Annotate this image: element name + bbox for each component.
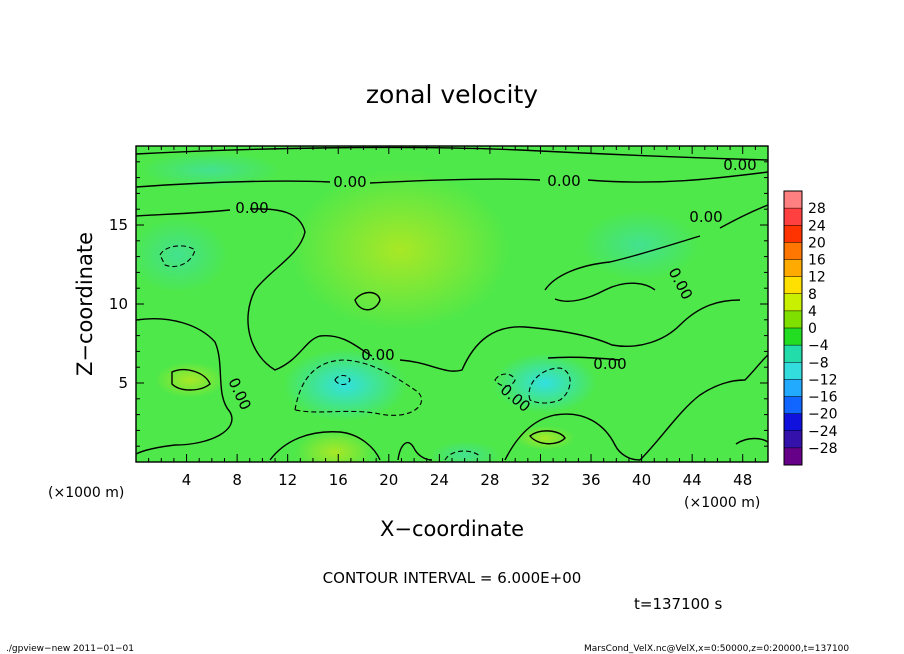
colorbar-label: −12: [808, 372, 838, 388]
contour-line: [504, 413, 641, 461]
x-tick-label: 8: [232, 471, 242, 489]
colorbar-label: −20: [808, 407, 838, 423]
x-tick-label: 24: [430, 471, 449, 489]
contour-line: [136, 146, 768, 161]
colorbar-cell: [784, 362, 802, 380]
contour-line: [136, 171, 768, 188]
colorbar-label: 0: [808, 321, 817, 337]
dashed-contour-line: [528, 367, 571, 404]
contour-line: [544, 204, 768, 291]
colorbar-cell: [784, 225, 802, 243]
contour-interval-note: CONTOUR INTERVAL = 6.000E+00: [323, 569, 582, 587]
negative-anomaly: [493, 353, 597, 413]
contour-label: 0.00: [235, 199, 268, 217]
contour-line: [397, 441, 433, 461]
x-tick-label: 12: [278, 471, 297, 489]
x-unit-left: (×1000 m): [48, 485, 124, 501]
chart-title: zonal velocity: [366, 80, 538, 109]
colorbar-cell: [784, 276, 802, 295]
colorbar-cell: [784, 396, 802, 414]
contour-line: [136, 208, 373, 371]
colorbar-label: −16: [808, 390, 838, 406]
colorbar-label: 4: [808, 304, 817, 320]
x-tick-label: 20: [379, 471, 398, 489]
colorbar-label: 20: [808, 235, 826, 251]
y-axis: 5 10 15: [109, 161, 768, 447]
contour-label: 0.00: [333, 173, 366, 191]
plot-area: 0.00 0.00 0.00 0.00 0.00 0.00 0.00 0.00 …: [136, 146, 768, 462]
dashed-contour-line: [294, 359, 423, 416]
contour-label: 0.00: [361, 346, 394, 364]
colorbar-cell: [784, 413, 802, 432]
negative-anomaly: [140, 152, 280, 188]
positive-anomaly: [155, 362, 225, 398]
x-tick-label: 36: [581, 471, 600, 489]
contour-label: 0.00: [689, 208, 722, 226]
dashed-contour-line: [334, 374, 351, 386]
footer-right: MarsCond_VelX.nc@VelX,x=0:50000,z=0:2000…: [584, 644, 849, 654]
colorbar-label: −24: [808, 424, 838, 440]
contour-label: 0.00: [723, 156, 756, 174]
time-label: t=137100 s: [634, 595, 722, 613]
colorbar-cell: [784, 447, 802, 466]
colorbar-label: −28: [808, 441, 838, 457]
x-tick-label: 4: [182, 471, 192, 489]
positive-anomaly: [290, 170, 510, 330]
positive-anomaly: [295, 430, 375, 462]
contour-line: [171, 368, 211, 391]
negative-anomaly: [136, 217, 228, 293]
negative-anomaly: [283, 349, 407, 421]
contour-line: [639, 354, 768, 461]
x-tick-label: 44: [683, 471, 702, 489]
colorbar-label: −8: [808, 355, 829, 371]
x-axis-label: X−coordinate: [380, 517, 524, 541]
y-axis-label: Z−coordinate: [73, 232, 97, 376]
contour-line: [547, 356, 621, 361]
colorbar-label: 16: [808, 253, 826, 269]
dashed-contour-line: [159, 245, 196, 268]
colorbar-cell: [784, 430, 802, 449]
x-tick-label: 28: [480, 471, 499, 489]
dashed-contour-line: [444, 450, 481, 461]
colorbar-label: 12: [808, 270, 826, 286]
colorbar-cell: [784, 259, 802, 277]
y-tick-label: 15: [109, 216, 128, 234]
contour-line: [529, 430, 566, 445]
colorbar-label: 24: [808, 218, 826, 234]
footer-left: ./gpview−new 2011−01−01: [6, 644, 134, 654]
contour-line: [735, 437, 768, 445]
x-tick-label: 32: [531, 471, 550, 489]
colorbar-label: 28: [808, 201, 826, 217]
x-tick-label: 16: [329, 471, 348, 489]
positive-anomaly: [515, 426, 575, 450]
contour-label: 0.00: [593, 355, 626, 373]
contour-line: [136, 318, 233, 455]
colorbar-cell: [784, 208, 802, 226]
dashed-contour-line: [494, 373, 516, 387]
x-tick-label: 40: [632, 471, 651, 489]
colorbar-cell: [784, 328, 802, 346]
y-tick-label: 10: [109, 295, 128, 313]
contour-line: [354, 291, 381, 311]
contour-line: [399, 299, 741, 372]
x-tick-label: 48: [733, 471, 752, 489]
colorbar-label: 8: [808, 287, 817, 303]
colorbar-cell: [784, 379, 802, 397]
contour-line: [269, 431, 381, 461]
contour-line: [554, 282, 656, 302]
colorbar-label: −4: [808, 338, 829, 354]
colorbar-cell: [784, 293, 802, 312]
colorbar-cell: [784, 345, 802, 363]
x-unit-right: (×1000 m): [684, 495, 760, 511]
y-tick-label: 5: [118, 374, 128, 392]
colorbar-cell: [784, 242, 802, 260]
colorbar-cell: [784, 310, 802, 329]
contour-label: 0.00: [547, 172, 580, 190]
x-axis: 4 8 12 16 20 24 28 32 36 40 44 48: [148, 146, 756, 489]
colorbar-cell: [784, 191, 802, 209]
